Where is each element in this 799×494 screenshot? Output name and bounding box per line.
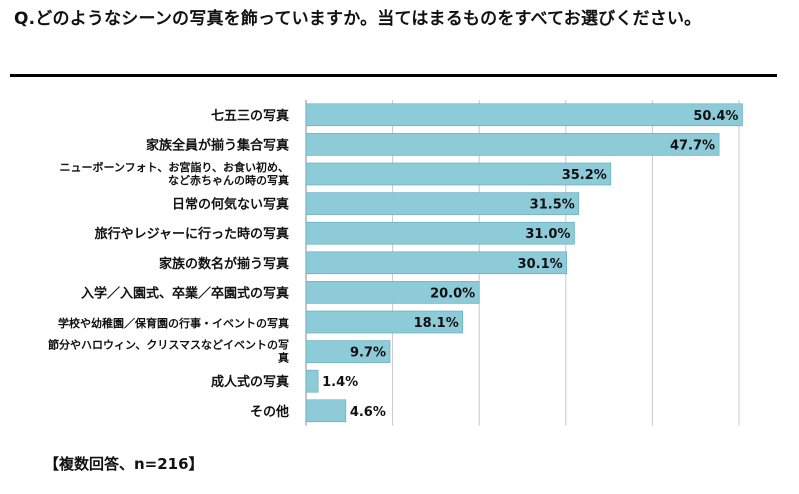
bars	[305, 103, 743, 423]
bar	[305, 133, 720, 156]
bar	[305, 221, 575, 245]
bar	[305, 192, 580, 215]
category-label: その他	[250, 404, 289, 420]
chart-title: Q.どのようなシーンの写真を飾っていますか。当てはまるものをすべてお選びください…	[14, 9, 702, 29]
category-label: 節分やハロウィン、クリスマスなどイベントの写真	[48, 338, 289, 365]
value-label: 35.2%	[562, 168, 607, 183]
bar	[305, 340, 391, 363]
sample-note: 【複数回答、n=216】	[44, 455, 204, 473]
value-label: 50.4%	[693, 109, 738, 124]
category-label: 入学／入園式、卒業／卒園式の写真	[81, 285, 289, 301]
value-label: 31.5%	[530, 198, 575, 213]
bar	[305, 281, 480, 304]
category-label: 日常の何気ない写真	[172, 197, 289, 213]
category-label: 旅行やレジャーに行った時の写真	[95, 226, 289, 242]
bar	[305, 251, 567, 275]
title-divider	[10, 74, 777, 77]
value-label: 30.1%	[518, 257, 563, 272]
category-label-line: など赤ちゃんの時の写真	[168, 173, 289, 187]
category-labels: 七五三の写真家族全員が揃う集合写真ニューボーンフォト、お宮詣り、お食い初め、など…	[48, 108, 289, 420]
value-labels: 50.4% 47.7% 35.2% 31.5% 31.0% 30.1% 20.0% 18.1%…	[322, 109, 738, 420]
category-label: ニューボーンフォト、お宮詣り、お食い初め、など赤ちゃんの時の写真	[60, 160, 289, 187]
value-label: 4.6%	[350, 405, 386, 420]
category-label: 七五三の写真	[211, 108, 289, 124]
value-label: 9.7%	[350, 346, 386, 361]
category-label: 家族全員が揃う集合写真	[146, 137, 289, 153]
value-label: 31.0%	[525, 227, 570, 242]
value-label: 18.1%	[414, 316, 459, 331]
bar	[305, 399, 347, 423]
category-label: 家族の数名が揃う写真	[159, 256, 289, 272]
category-label-line: 真	[278, 351, 289, 365]
value-label: 1.4%	[322, 375, 358, 390]
bar	[305, 162, 612, 186]
category-label: 成人式の写真	[211, 374, 289, 390]
value-label: 20.0%	[430, 286, 475, 301]
bar	[305, 369, 319, 393]
category-label-line: 節分やハロウィン、クリスマスなどイベントの写	[48, 338, 289, 352]
category-label-line: ニューボーンフォト、お宮詣り、お食い初め、	[60, 160, 289, 174]
bar	[305, 103, 743, 127]
value-label: 47.7%	[670, 138, 715, 153]
bar	[305, 310, 464, 334]
category-label: 学校や幼稚園／保育園の行事・イベントの写真	[58, 316, 289, 330]
